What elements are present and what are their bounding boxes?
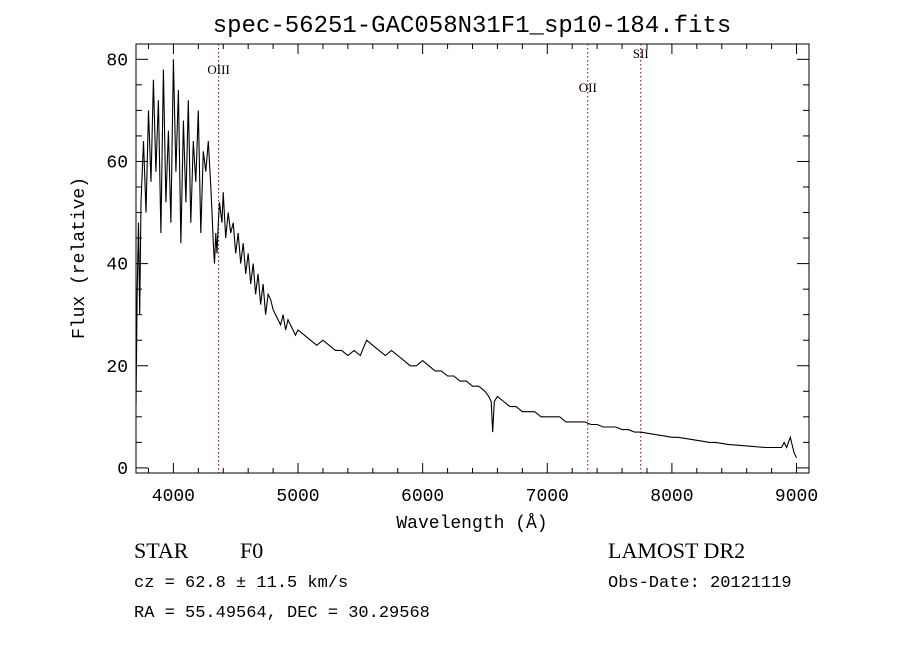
x-tick-label: 5000 (276, 487, 319, 507)
plot-frame (135, 43, 810, 474)
x-tick-label: 4000 (152, 487, 195, 507)
object-type: STAR (134, 538, 189, 563)
emission-line-markers: OIII OII SII (207, 44, 649, 473)
spectrum-line (135, 59, 797, 458)
y-axis-label: Flux (relative) (70, 177, 90, 339)
x-tick-label: 7000 (526, 487, 569, 507)
spectral-subclass: F0 (240, 538, 264, 563)
x-axis-label: Wavelength (Å) (396, 513, 547, 534)
x-tick-label: 8000 (650, 487, 693, 507)
sky-coordinates: RA = 55.49564, DEC = 30.29568 (134, 604, 430, 623)
redshift-velocity: cz = 62.8 ± 11.5 km/s (134, 574, 349, 593)
y-tick-label: 20 (106, 358, 128, 378)
marker-label-oiii: OIII (207, 62, 229, 77)
chart-title: spec-56251-GAC058N31F1_sp10-184.fits (213, 13, 731, 40)
y-tick-label: 0 (117, 460, 128, 480)
axis-ticks: 4000 5000 6000 7000 8000 9000 0 20 40 60 80 (106, 44, 818, 507)
x-tick-label: 6000 (401, 487, 444, 507)
y-tick-label: 80 (106, 51, 128, 71)
marker-label-oii: OII (579, 80, 597, 95)
marker-label-sii: SII (633, 46, 649, 61)
y-tick-label: 40 (106, 256, 128, 276)
survey-name: LAMOST DR2 (608, 538, 746, 563)
y-tick-label: 60 (106, 153, 128, 173)
x-tick-label: 9000 (775, 487, 818, 507)
observation-date: Obs-Date: 20121119 (608, 574, 792, 593)
spectrum-chart: spec-56251-GAC058N31F1_sp10-184.fits OII… (70, 13, 818, 534)
